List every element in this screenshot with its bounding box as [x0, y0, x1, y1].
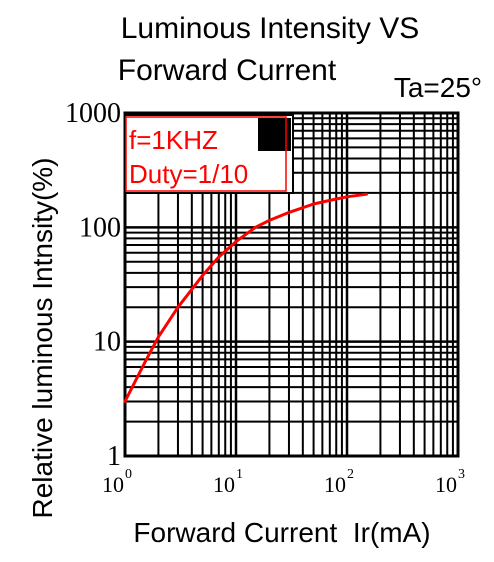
condition-label: Ta=25°	[394, 72, 482, 103]
x-tick-exponent: 2	[347, 467, 354, 482]
y-tick-label: 1000	[65, 98, 121, 129]
x-tick-label: 10	[435, 472, 457, 497]
annotation-text-box	[125, 116, 287, 192]
x-tick-label: 10	[102, 472, 124, 497]
annotation-frequency: f=1KHZ	[129, 125, 218, 155]
y-tick-label: 100	[79, 212, 121, 243]
plot-frame	[123, 111, 460, 458]
x-axis-label: Forward Current Ir(mA)	[133, 517, 430, 548]
y-axis-label: Relative luminous Intnsity(%)	[27, 157, 58, 518]
x-tick-exponent: 1	[236, 467, 243, 482]
x-tick-exponent: 0	[125, 467, 132, 482]
x-tick-label: 10	[324, 472, 346, 497]
annotation-box: f=1KHZ Duty=1/10	[124, 114, 294, 194]
series-layer	[123, 192, 368, 403]
y-tick-label: 10	[93, 327, 121, 358]
x-tick-exponent: 3	[458, 467, 465, 482]
annotation-duty: Duty=1/10	[129, 159, 248, 189]
x-tick-label: 10	[213, 472, 235, 497]
series-line	[123, 192, 368, 403]
chart-title-line2: Forward Current	[118, 54, 337, 87]
chart-title-line1: Luminous Intensity VS	[121, 12, 420, 45]
y-tick-label: 1	[107, 441, 121, 472]
